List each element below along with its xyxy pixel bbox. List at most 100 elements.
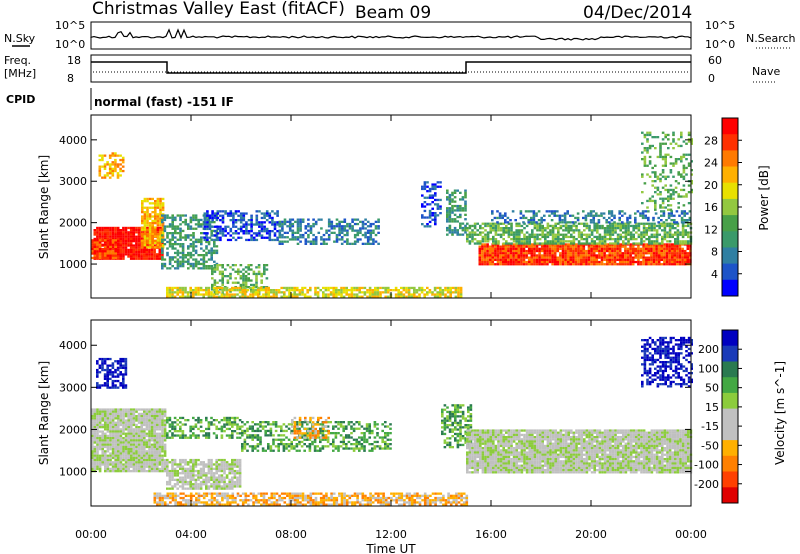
heatmap-cell: [629, 243, 632, 246]
heatmap-cell: [635, 238, 638, 241]
heatmap-cell: [616, 252, 619, 255]
heatmap-cell: [333, 240, 336, 243]
heatmap-cell: [137, 452, 141, 455]
heatmap-cell: [163, 419, 167, 422]
heatmap-cell: [101, 415, 104, 418]
heatmap-cell: [572, 260, 575, 264]
heatmap-cell: [158, 461, 162, 464]
heatmap-cell: [141, 204, 144, 207]
heatmap-cell: [212, 293, 216, 296]
heatmap-cell: [229, 238, 233, 242]
heatmap-cell: [464, 224, 467, 227]
heatmap-cell: [229, 214, 233, 217]
nave-label: Nave: [752, 65, 780, 78]
heatmap-cell: [306, 295, 309, 298]
heatmap-cell: [684, 240, 687, 243]
heatmap-cell: [564, 229, 568, 232]
heatmap-cell: [609, 242, 612, 245]
heatmap-cell: [116, 240, 120, 243]
heatmap-cell: [676, 224, 680, 228]
heatmap-cell: [564, 233, 568, 236]
heatmap-cell: [161, 465, 164, 468]
heatmap-cell: [268, 238, 272, 242]
heatmap-cell: [606, 227, 609, 230]
heatmap-cell: [114, 448, 117, 451]
heatmap-cell: [106, 459, 110, 462]
heatmap-cell: [606, 229, 609, 232]
heatmap-cell: [530, 243, 534, 246]
heatmap-cell: [155, 229, 159, 232]
heatmap-cell: [483, 243, 487, 246]
heatmap-cell: [332, 293, 335, 296]
nsky-tick-high: 10^5: [55, 19, 85, 32]
heatmap-cell: [140, 437, 143, 440]
heatmap-cell: [211, 268, 214, 271]
heatmap-cell: [527, 249, 531, 253]
heatmap-cell: [546, 222, 550, 225]
heatmap-cell: [109, 467, 112, 471]
heatmap-cell: [681, 222, 685, 225]
heatmap-cell: [135, 450, 138, 453]
heatmap-cell: [150, 426, 154, 429]
heatmap-cell: [219, 219, 222, 222]
heatmap-cell: [643, 158, 647, 161]
heatmap-cell: [189, 256, 193, 259]
heatmap-cell: [143, 456, 146, 460]
heatmap-cell: [664, 164, 667, 167]
heatmap-cell: [353, 233, 357, 237]
heatmap-cell: [439, 198, 442, 202]
heatmap-cell: [96, 465, 99, 468]
heatmap-cell: [345, 293, 348, 296]
heatmap-cell: [109, 432, 112, 435]
heatmap-cell: [145, 456, 149, 460]
heatmap-cell: [514, 254, 518, 257]
heatmap-cell: [670, 210, 673, 213]
heatmap-cell: [309, 286, 312, 290]
heatmap-cell: [257, 264, 261, 267]
heatmap-cell: [96, 412, 99, 416]
heatmap-cell: [540, 254, 544, 257]
heatmap-cell: [299, 225, 302, 228]
heatmap-cell: [535, 254, 539, 257]
heatmap-cell: [449, 286, 452, 290]
heatmap-cell: [590, 260, 593, 264]
heatmap-cell: [368, 289, 372, 292]
heatmap-cell: [546, 260, 549, 264]
heatmap-cell: [637, 254, 640, 257]
heatmap-cell: [154, 202, 157, 205]
heatmap-cell: [159, 204, 162, 207]
heatmap-cell: [111, 463, 115, 466]
heatmap-cell: [166, 232, 169, 235]
heatmap-cell: [616, 222, 620, 225]
heatmap-cell: [276, 230, 279, 233]
heatmap-cell: [551, 242, 555, 245]
heatmap-cell: [145, 257, 149, 260]
heatmap-cell: [154, 246, 157, 249]
heatmap-cell: [161, 445, 164, 449]
heatmap-cell: [428, 190, 432, 193]
heatmap-cell: [687, 224, 690, 228]
heatmap-cell: [111, 226, 115, 230]
heatmap-cell: [544, 233, 547, 236]
heatmap-cell: [173, 485, 177, 488]
heatmap-cell: [98, 470, 102, 473]
heatmap-cell: [141, 244, 144, 247]
heatmap-cell: [428, 291, 432, 294]
heatmap-cell: [371, 295, 374, 298]
heatmap-cell: [598, 254, 601, 257]
heatmap-cell: [659, 193, 662, 196]
heatmap-cell: [192, 289, 195, 292]
heatmap-cell: [582, 249, 586, 253]
heatmap-cell: [502, 231, 505, 234]
heatmap-cell: [686, 254, 690, 257]
heatmap-cell: [622, 231, 625, 234]
heatmap-cell: [662, 210, 666, 213]
heatmap-cell: [221, 230, 225, 233]
heatmap-cell: [96, 448, 99, 451]
heatmap-cell: [159, 200, 162, 203]
heatmap-cell: [667, 216, 671, 220]
heatmap-cell: [322, 233, 326, 237]
heatmap-cell: [150, 423, 154, 427]
heatmap-cell: [590, 258, 593, 261]
heatmap-cell: [148, 197, 152, 201]
